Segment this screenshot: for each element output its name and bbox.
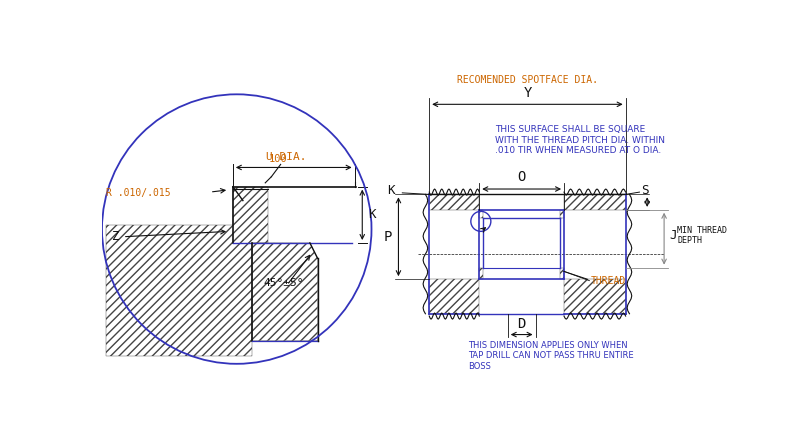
Text: R .010/.015: R .010/.015 [106, 188, 170, 198]
Polygon shape [479, 268, 483, 279]
Polygon shape [430, 194, 479, 210]
Polygon shape [252, 243, 318, 341]
Text: S: S [641, 184, 649, 197]
Text: THIS SURFACE SHALL BE SQUARE
WITH THE THREAD PITCH DIA. WITHIN
.010 TIR WHEN MEA: THIS SURFACE SHALL BE SQUARE WITH THE TH… [494, 125, 665, 155]
Text: J: J [670, 229, 677, 242]
Text: THIS DIMENSION APPLIES ONLY WHEN
TAP DRILL CAN NOT PASS THRU ENTIRE
BOSS: THIS DIMENSION APPLIES ONLY WHEN TAP DRI… [468, 341, 634, 371]
Polygon shape [106, 187, 267, 356]
Text: K: K [387, 184, 394, 197]
Text: 100: 100 [269, 154, 288, 164]
Text: THREAD: THREAD [591, 276, 626, 286]
Polygon shape [560, 210, 564, 217]
Text: P: P [384, 230, 392, 244]
Text: D: D [518, 317, 526, 332]
Polygon shape [479, 210, 483, 217]
Polygon shape [430, 279, 479, 314]
Text: Y: Y [523, 86, 532, 100]
Text: 45°±5°: 45°±5° [264, 278, 304, 288]
Polygon shape [564, 194, 626, 210]
Polygon shape [560, 268, 564, 279]
Text: MIN THREAD
DEPTH: MIN THREAD DEPTH [677, 226, 727, 246]
Polygon shape [564, 279, 626, 314]
Text: U DIA.: U DIA. [266, 152, 306, 162]
Text: O: O [518, 171, 526, 184]
Text: K: K [369, 208, 376, 221]
Text: Z: Z [112, 230, 119, 243]
Text: RECOMENDED SPOTFACE DIA.: RECOMENDED SPOTFACE DIA. [457, 75, 598, 85]
